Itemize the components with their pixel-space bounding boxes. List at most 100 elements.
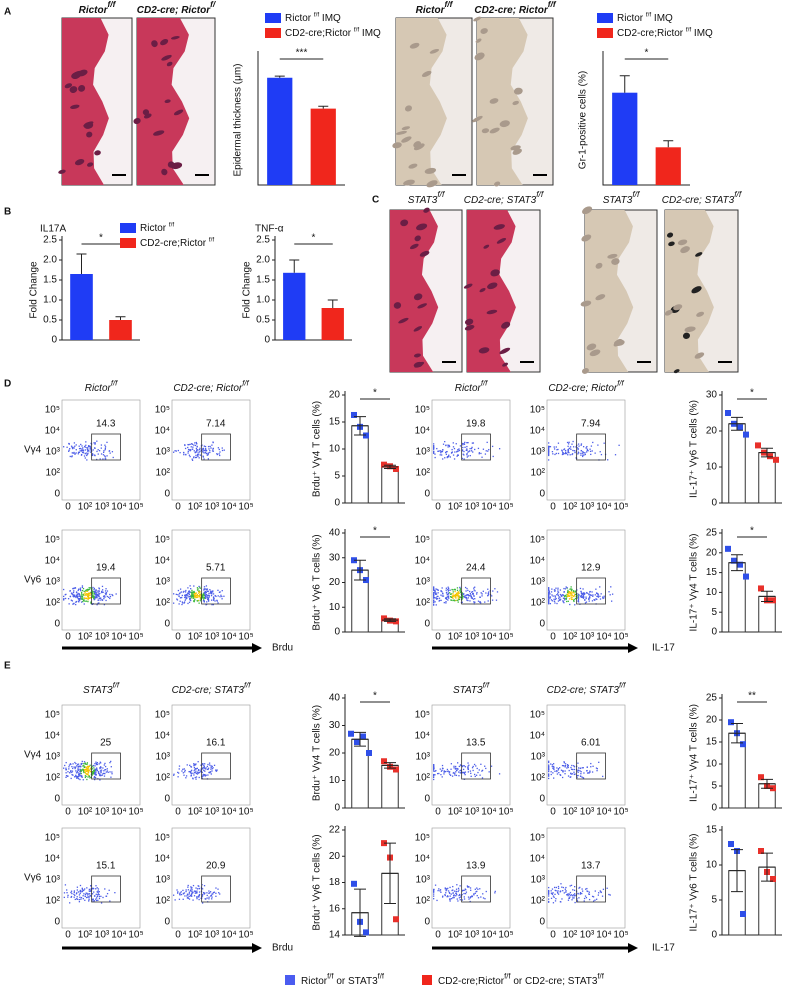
event-dot bbox=[601, 892, 602, 893]
event-dot bbox=[94, 900, 95, 901]
image-label-part: Rictor bbox=[416, 5, 446, 16]
event-dot bbox=[453, 454, 454, 455]
event-dot bbox=[449, 446, 450, 447]
flow-tick-label: 0 bbox=[175, 807, 181, 818]
plot-frame bbox=[172, 530, 250, 630]
event-dot bbox=[96, 900, 97, 901]
event-dot bbox=[470, 770, 471, 771]
event-dot bbox=[86, 892, 87, 893]
flow-tick-label: 0 bbox=[164, 619, 170, 630]
event-dot bbox=[191, 889, 192, 890]
data-point bbox=[728, 841, 734, 847]
event-dot bbox=[558, 888, 559, 889]
event-dot bbox=[83, 588, 84, 589]
event-dot bbox=[608, 591, 609, 592]
event-dot bbox=[466, 450, 467, 451]
event-dot bbox=[185, 891, 186, 892]
event-dot bbox=[67, 775, 68, 776]
event-dot bbox=[586, 888, 587, 889]
event-dot bbox=[435, 770, 436, 771]
event-dot bbox=[463, 458, 464, 459]
event-dot bbox=[74, 776, 75, 777]
event-dot bbox=[449, 892, 450, 893]
event-dot bbox=[556, 453, 557, 454]
flow-tick-label: 10⁴ bbox=[111, 502, 126, 513]
event-dot bbox=[96, 595, 97, 596]
event-dot bbox=[192, 459, 193, 460]
event-dot bbox=[206, 585, 207, 586]
y-tick-label: 20 bbox=[706, 426, 718, 437]
event-dot bbox=[433, 779, 434, 780]
event-dot bbox=[448, 598, 449, 599]
flow-tick-label: 10³ bbox=[205, 930, 220, 941]
error-bar bbox=[318, 106, 328, 108]
event-dot bbox=[208, 595, 209, 596]
event-dot bbox=[479, 769, 480, 770]
column-header: CD2-cre; STAT3f/f bbox=[172, 681, 252, 696]
event-dot bbox=[208, 893, 209, 894]
event-dot bbox=[459, 894, 460, 895]
event-dot bbox=[573, 601, 574, 602]
gate-value: 12.9 bbox=[581, 563, 601, 574]
event-dot bbox=[204, 885, 205, 886]
event-dot bbox=[87, 589, 88, 590]
event-dot bbox=[87, 601, 88, 602]
flow-tick-label: 10⁵ bbox=[155, 535, 170, 546]
event-dot bbox=[82, 888, 83, 889]
event-dot bbox=[85, 457, 86, 458]
event-dot bbox=[564, 773, 565, 774]
event-dot bbox=[196, 776, 197, 777]
event-dot bbox=[224, 450, 225, 451]
event-dot bbox=[559, 599, 560, 600]
event-dot bbox=[98, 771, 99, 772]
flow-tick-label: 0 bbox=[164, 489, 170, 500]
event-dot bbox=[177, 892, 178, 893]
event-dot bbox=[447, 456, 448, 457]
event-dot bbox=[202, 763, 203, 764]
event-dot bbox=[87, 766, 88, 767]
event-dot bbox=[452, 775, 453, 776]
event-dot bbox=[554, 771, 555, 772]
column-header-part: CD2-cre; Rictor bbox=[173, 383, 243, 394]
event-dot bbox=[192, 778, 193, 779]
event-dot bbox=[454, 451, 455, 452]
event-dot bbox=[82, 765, 83, 766]
flow-tick-label: 0 bbox=[550, 632, 556, 643]
event-dot bbox=[195, 777, 196, 778]
flow-tick-label: 10² bbox=[188, 502, 203, 513]
event-dot bbox=[185, 448, 186, 449]
event-dot bbox=[548, 778, 549, 779]
event-dot bbox=[602, 776, 603, 777]
event-dot bbox=[552, 766, 553, 767]
flow-tick-label: 10² bbox=[156, 598, 171, 609]
event-dot bbox=[78, 891, 79, 892]
event-dot bbox=[581, 771, 582, 772]
flow-tick-label: 0 bbox=[54, 489, 60, 500]
event-dot bbox=[70, 771, 71, 772]
event-dot bbox=[100, 772, 101, 773]
event-dot bbox=[445, 888, 446, 889]
event-dot bbox=[189, 896, 190, 897]
event-dot bbox=[85, 777, 86, 778]
flow-tick-label: 10² bbox=[448, 930, 463, 941]
event-dot bbox=[183, 454, 184, 455]
event-dot bbox=[448, 590, 449, 591]
event-dot bbox=[589, 600, 590, 601]
event-dot bbox=[101, 902, 102, 903]
event-dot bbox=[204, 766, 205, 767]
event-dot bbox=[588, 594, 589, 595]
event-dot bbox=[581, 888, 582, 889]
plot-frame bbox=[62, 828, 140, 928]
event-dot bbox=[454, 897, 455, 898]
event-dot bbox=[106, 592, 107, 593]
event-dot bbox=[552, 772, 553, 773]
event-dot bbox=[570, 892, 571, 893]
panel-letter: D bbox=[4, 379, 11, 390]
event-dot bbox=[592, 766, 593, 767]
event-dot bbox=[570, 776, 571, 777]
event-dot bbox=[202, 451, 203, 452]
plot-frame bbox=[432, 828, 510, 928]
event-dot bbox=[579, 770, 580, 771]
event-dot bbox=[598, 892, 599, 893]
event-dot bbox=[467, 768, 468, 769]
